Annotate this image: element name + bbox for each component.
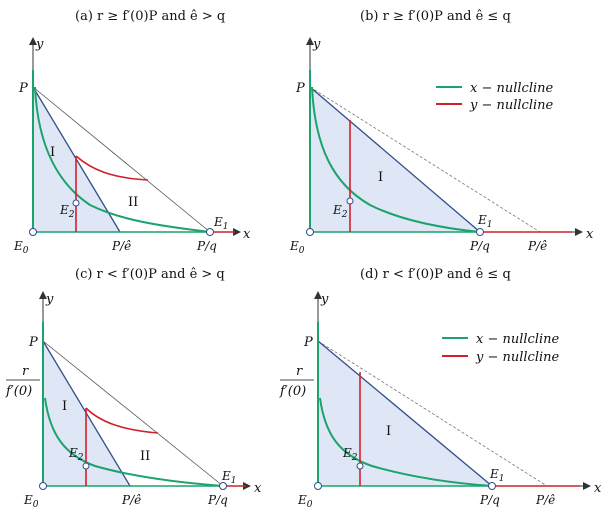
P-over-q-label: P/q [479, 493, 500, 507]
y-axis-label: y [45, 292, 54, 307]
r-numerator: r [296, 364, 303, 379]
equilibrium-E1 [206, 228, 214, 236]
region-edge [309, 86, 481, 233]
diagonal-dashed-line [309, 86, 541, 233]
x-axis-label: x [594, 481, 602, 496]
region-I-label: I [378, 170, 383, 185]
y-axis-label: y [320, 292, 329, 307]
legend-y-label: y − nullcline [475, 350, 560, 365]
P-over-e-label: P/ê [121, 493, 141, 507]
region-II-label: II [140, 449, 150, 464]
P-label: P [295, 81, 305, 96]
P-label: P [303, 335, 313, 350]
E0-label: E0 [23, 493, 39, 510]
legend-y-label: y − nullcline [469, 98, 554, 113]
P-over-e-label: P/ê [535, 493, 555, 507]
panel-b: (b) r ≥ f′(0)P and ê ≤ q x − nullcline y… [289, 9, 594, 256]
equilibrium-E2 [346, 197, 354, 205]
equilibrium-E0 [306, 228, 314, 236]
diagonal-dashed-line [317, 340, 548, 487]
equilibrium-E1 [476, 228, 484, 236]
E0-label: E0 [13, 239, 29, 256]
panel-a-title: (a) r ≥ f′(0)P and ê > q [75, 9, 225, 24]
equilibrium-E2 [356, 462, 364, 470]
equilibrium-E2 [82, 462, 90, 470]
E2-label: E2 [59, 203, 75, 220]
P-over-q-label: P/q [196, 239, 217, 253]
equilibrium-E1 [219, 482, 227, 490]
E2-label: E2 [68, 446, 84, 463]
P-over-e-label: P/ê [527, 239, 547, 253]
region-I-label: I [386, 424, 391, 439]
region-II-label: II [128, 195, 138, 210]
x-axis-label: x [243, 227, 251, 242]
panel-c: (c) r < f′(0)P and ê > q y x P r f′(0) I… [5, 267, 262, 510]
y-nullcline-curve [75, 155, 149, 181]
P-over-e-label: P/ê [111, 239, 131, 253]
E2-label: E2 [342, 446, 358, 463]
x-axis-label: x [254, 481, 262, 496]
equilibrium-E2 [72, 199, 80, 207]
region-I-label: I [50, 145, 55, 160]
y-axis-label: y [35, 37, 44, 52]
equilibrium-E0 [29, 228, 37, 236]
x-nullcline-curve [311, 86, 481, 233]
panel-d-title: (d) r < f′(0)P and ê ≤ q [360, 267, 511, 282]
legend-x-label: x − nullcline [476, 332, 560, 347]
E1-label: E1 [213, 215, 229, 232]
E0-label: E0 [289, 239, 305, 256]
y-axis-label: y [312, 37, 321, 52]
E1-label: E1 [221, 469, 237, 486]
E0-label: E0 [297, 493, 313, 510]
x-nullcline-curve [34, 86, 211, 233]
P-over-q-label: P/q [207, 493, 228, 507]
x-nullcline-curve [319, 397, 493, 487]
panel-c-title: (c) r < f′(0)P and ê > q [75, 267, 225, 282]
r-denominator: f′(0) [279, 384, 306, 399]
equilibrium-E0 [39, 482, 47, 490]
diagonal-line [42, 340, 224, 487]
P-over-q-label: P/q [469, 239, 490, 253]
E1-label: E1 [477, 213, 493, 230]
r-denominator: f′(0) [5, 384, 32, 399]
panel-a: (a) r ≥ f′(0)P and ê > q y x P I II E2 E… [13, 9, 251, 256]
panel-b-title: (b) r ≥ f′(0)P and ê ≤ q [360, 9, 511, 24]
legend-x-label: x − nullcline [470, 81, 554, 96]
P-label: P [28, 335, 38, 350]
r-numerator: r [22, 364, 29, 379]
E1-label: E1 [489, 467, 505, 484]
region-I-label: I [62, 399, 67, 414]
diagonal-line [32, 86, 211, 233]
x-nullcline-curve [44, 397, 224, 487]
x-axis-label: x [586, 227, 594, 242]
P-label: P [18, 81, 28, 96]
region-edge [317, 340, 493, 487]
equilibrium-E1 [488, 482, 496, 490]
E2-label: E2 [332, 203, 348, 220]
equilibrium-E0 [314, 482, 322, 490]
y-nullcline-curve [85, 407, 159, 434]
panel-d: (d) r < f′(0)P and ê ≤ q x − nullcline y… [279, 267, 602, 510]
